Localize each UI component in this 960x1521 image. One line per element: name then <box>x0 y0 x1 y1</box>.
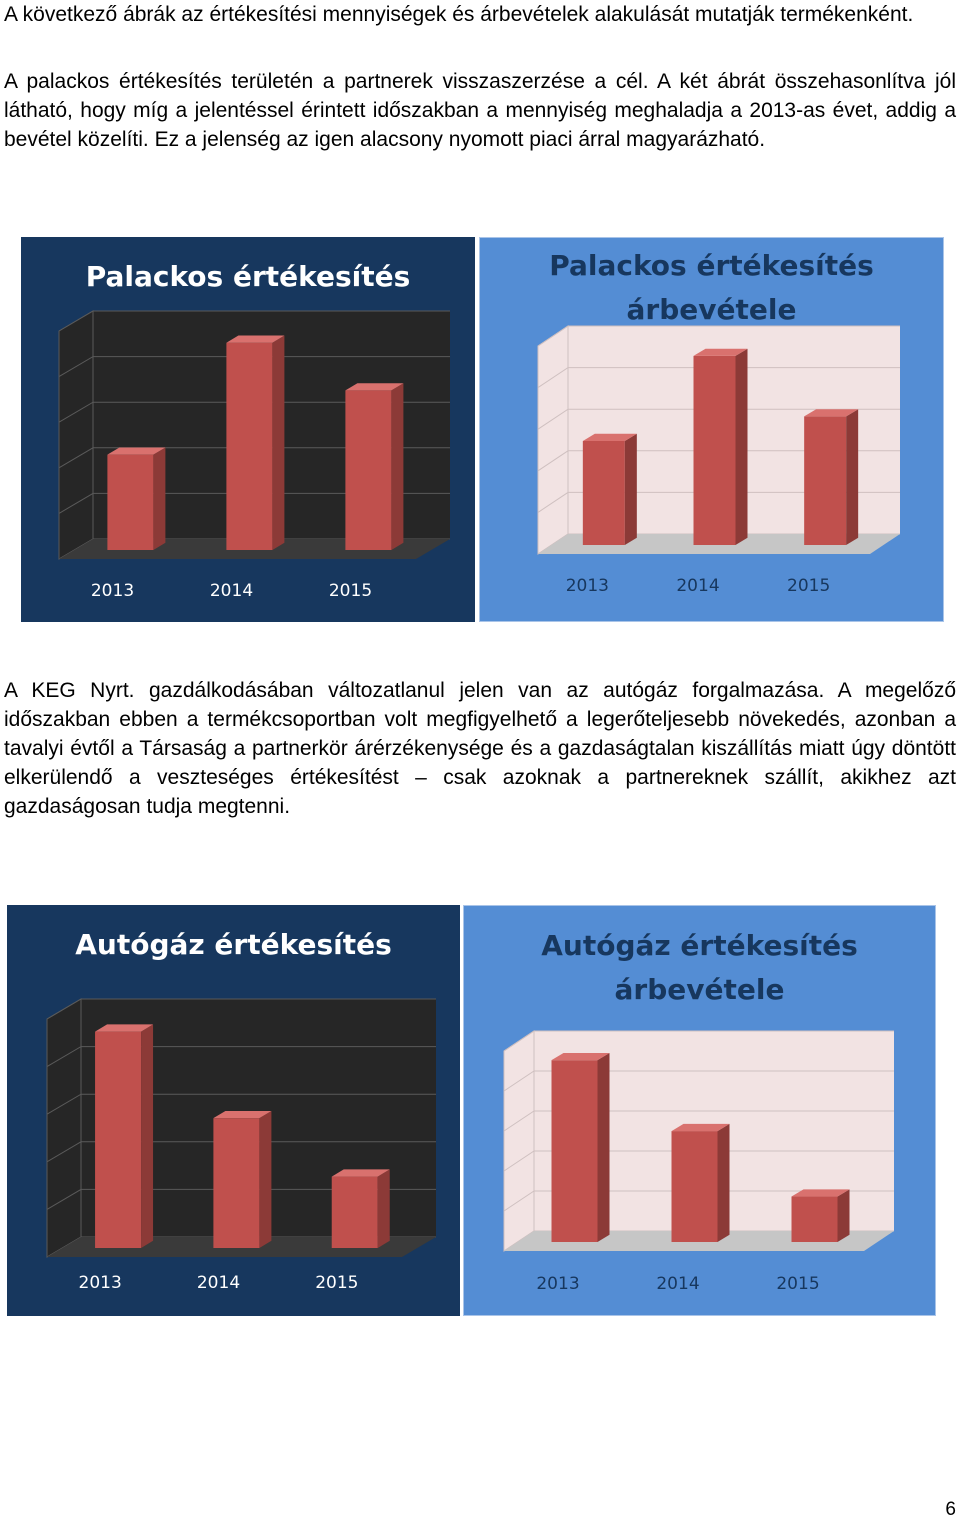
gridline <box>46 1046 436 1068</box>
chart-autogaz-arbevetel: Autógáz értékesítés árbevétele 2013 2014 2… <box>463 905 936 1316</box>
bar-2015 <box>331 1176 378 1248</box>
gridline <box>46 1141 436 1163</box>
paragraph-palackos: A palackos értékesítés területén a partn… <box>4 70 956 151</box>
bar-2013 <box>582 441 625 545</box>
bar-2015 <box>791 1196 838 1242</box>
gridline <box>537 450 900 472</box>
paragraph-intro: A következő ábrák az értékesítési mennyi… <box>4 3 914 26</box>
bar-top-2014 <box>226 335 285 343</box>
bar-side-2015 <box>391 383 404 550</box>
gridline <box>58 447 450 469</box>
tick-label-2015: 2015 <box>787 576 831 596</box>
bar-side-2013 <box>153 447 166 550</box>
bar-2014 <box>671 1131 718 1242</box>
bar-side-2013 <box>141 1024 154 1248</box>
side-wall <box>58 310 94 560</box>
gridline <box>58 310 450 332</box>
plot-area <box>58 310 450 560</box>
gridline <box>503 1070 894 1092</box>
bar-side-2013 <box>597 1052 610 1242</box>
gridline <box>537 408 900 430</box>
bar-side-2015 <box>837 1189 850 1242</box>
gridline <box>503 1150 894 1172</box>
bar-2013 <box>107 454 154 550</box>
tick-label-2015: 2015 <box>328 581 373 601</box>
tick-label-2013: 2013 <box>90 581 135 601</box>
bar-side-2014 <box>272 335 285 550</box>
bar-top-2015 <box>331 1169 390 1177</box>
chart-palackos-ertekesites: Palackos értékesítés 2013 2014 2015 <box>21 237 475 622</box>
bar-2013 <box>95 1031 142 1248</box>
bar-top-2014 <box>671 1123 730 1132</box>
plot-area <box>503 1030 894 1252</box>
bar-2013 <box>551 1060 598 1242</box>
tick-label-2014: 2014 <box>676 576 720 596</box>
bar-2015 <box>345 390 392 550</box>
chart-autogaz-ertekesites: Autógáz értékesítés 2013 2014 2015 <box>7 905 460 1316</box>
tick-label-2014: 2014 <box>656 1274 700 1294</box>
gridline <box>58 492 450 514</box>
bar-2014 <box>693 355 736 545</box>
bar-top-2013 <box>107 447 166 455</box>
tick-label-2013: 2013 <box>78 1273 122 1293</box>
gridline <box>537 367 900 389</box>
paragraph-autogaz: A KEG Nyrt. gazdálkodásában változatlanu… <box>4 679 956 818</box>
gridline <box>503 1190 894 1212</box>
bar-2014 <box>226 342 273 550</box>
tick-label-2015: 2015 <box>315 1273 359 1293</box>
bar-side-2014 <box>735 348 748 545</box>
plot-area <box>537 325 900 555</box>
tick-label-2014: 2014 <box>209 581 254 601</box>
page-number: 6 <box>945 1499 956 1520</box>
gridline <box>58 401 450 423</box>
chart-title: Palackos értékesítés <box>85 260 411 293</box>
chart-title: Palackos értékesítés árbevétele <box>549 249 874 326</box>
tick-label-2013: 2013 <box>565 576 609 596</box>
bar-2015 <box>804 416 847 545</box>
plot-area <box>46 998 436 1258</box>
chart-title: Autógáz értékesítés <box>75 928 392 961</box>
bar-top-2013 <box>551 1052 610 1061</box>
bar-side-2013 <box>624 433 637 545</box>
gridline <box>46 998 436 1020</box>
gridline <box>537 491 900 513</box>
bar-side-2014 <box>259 1110 272 1248</box>
gridline <box>46 1093 436 1115</box>
bar-top-2013 <box>582 433 637 441</box>
bar-top-2014 <box>693 348 748 356</box>
side-wall <box>503 1030 535 1252</box>
tick-label-2015: 2015 <box>776 1274 820 1294</box>
chart-title: Autógáz értékesítés árbevétele <box>541 929 858 1006</box>
bar-top-2015 <box>804 409 859 417</box>
side-wall <box>537 325 569 555</box>
gridline <box>46 1188 436 1210</box>
bar-side-2015 <box>846 409 859 545</box>
tick-label-2013: 2013 <box>536 1274 580 1294</box>
bar-top-2014 <box>213 1110 272 1119</box>
bar-side-2014 <box>717 1123 730 1242</box>
bar-top-2013 <box>95 1024 154 1032</box>
chart-palackos-arbevetel: Palackos értékesítés árbevétele 2013 2014… <box>479 237 944 622</box>
bar-side-2015 <box>377 1169 390 1248</box>
bar-top-2015 <box>345 383 404 391</box>
gridline <box>537 325 900 347</box>
tick-label-2014: 2014 <box>196 1273 241 1293</box>
gridline <box>58 356 450 378</box>
gridline <box>503 1110 894 1132</box>
bar-2014 <box>213 1118 260 1248</box>
bar-top-2015 <box>791 1189 850 1197</box>
gridline <box>503 1030 894 1052</box>
side-wall <box>46 998 82 1258</box>
